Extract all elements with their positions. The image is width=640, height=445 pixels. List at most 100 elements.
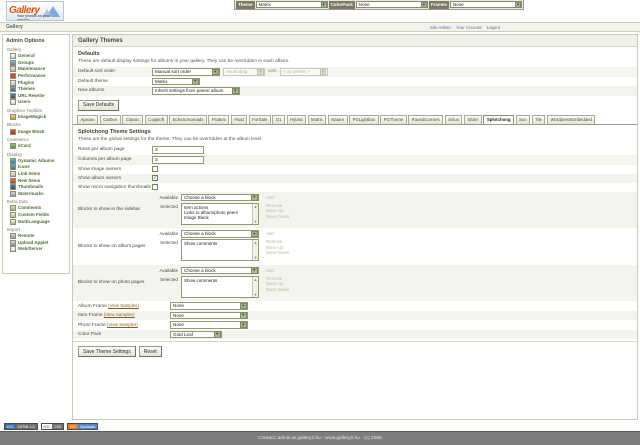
sidebar-item-url-rewrite[interactable]: URL Rewrite xyxy=(6,92,66,100)
scroll-up-icon[interactable]: ▲ xyxy=(253,276,258,282)
photo-add-button[interactable]: Add xyxy=(266,267,274,273)
sidebar-item-icons[interactable]: Icons xyxy=(6,164,66,171)
tab-roundcorners[interactable]: RoundCorners xyxy=(408,114,444,124)
listbox-scrollbar[interactable]: ▲ ▼ xyxy=(252,276,258,297)
tab-ajaxian[interactable]: Ajaxian xyxy=(77,114,99,124)
sidebar-item-custom-fields[interactable]: Custom Fields xyxy=(6,211,66,219)
sidebar-item-users[interactable]: Users xyxy=(6,99,66,106)
sidebar-item-imagemagick[interactable]: ImageMagick xyxy=(6,114,66,121)
photo-selected-listbox[interactable]: Show comments ▲ ▼ xyxy=(181,275,259,298)
move-up-button[interactable]: Move Up xyxy=(266,208,284,213)
album-add-button[interactable]: Add xyxy=(266,231,274,236)
photo-frame-select[interactable]: None ▼ xyxy=(170,321,248,329)
scroll-down-icon[interactable]: ▼ xyxy=(253,291,258,297)
tab-eclecticnomads[interactable]: EclecticNomads xyxy=(169,114,207,124)
tab-pgtheme[interactable]: PGTheme xyxy=(380,114,407,124)
sidebar-item-maintenance[interactable]: Maintenance xyxy=(6,66,66,73)
move-up-button[interactable]: Move Up xyxy=(266,281,284,286)
item-frame-view-samples-link[interactable]: (View Samples) xyxy=(103,312,135,318)
move-down-button[interactable]: Move Down xyxy=(266,213,290,219)
default-theme-select[interactable]: Matrix ▼ xyxy=(152,77,200,85)
save-theme-settings-button[interactable]: Save Theme Settings xyxy=(78,346,136,357)
show-album-owners-checkbox[interactable]: ✓ xyxy=(152,174,158,181)
tab-slider[interactable]: Slider xyxy=(463,114,482,124)
sidebar-item-remote[interactable]: Remote xyxy=(6,233,66,240)
show-micro-nav-checkbox[interactable] xyxy=(152,184,158,190)
toolbar-colorpack-select[interactable]: None ▼ xyxy=(355,1,428,8)
css-validation-badge[interactable]: W3C CSS xyxy=(40,423,65,430)
link-your-account[interactable]: Your Account xyxy=(455,25,482,30)
tab-splotchong[interactable]: Splotchong xyxy=(483,114,515,124)
save-defaults-button[interactable]: Save Defaults xyxy=(78,99,120,111)
sidebar-selected-listbox[interactable]: Item actions Links to album/photo peers … xyxy=(181,202,259,225)
show-image-owners-checkbox[interactable] xyxy=(152,166,158,172)
tab-copploft[interactable]: Copploft xyxy=(144,114,168,124)
move-down-button[interactable]: Move Down xyxy=(266,286,290,292)
default-sort-order-select[interactable]: Manual sort order ▼ xyxy=(152,68,220,76)
album-frame-view-samples-link[interactable]: (View Samples) xyxy=(108,302,139,308)
sidebar-item-watermarks[interactable]: Watermarks xyxy=(6,190,66,198)
remove-button[interactable]: Remove xyxy=(266,275,283,281)
tab-carbon[interactable]: Carbon xyxy=(99,114,121,124)
color-pack-select[interactable]: Gold Leaf ▼ xyxy=(170,330,222,338)
sidebar-item-ecard[interactable]: eCard xyxy=(6,143,66,150)
photo-frame-view-samples-link[interactable]: (View Samples) xyxy=(107,321,138,327)
sidebar-item-performance[interactable]: Performance xyxy=(6,73,66,80)
sort-preset-select[interactable]: < no preset > ▼ xyxy=(279,68,328,76)
tab-floatrix[interactable]: Floatrix xyxy=(208,114,230,124)
list-item[interactable]: Show comments xyxy=(184,241,218,246)
tab-pglightbox[interactable]: PGLightbox xyxy=(349,114,379,124)
item-frame-select[interactable]: None ▼ xyxy=(170,311,248,319)
columns-per-page-input[interactable]: 3 xyxy=(152,155,204,164)
sidebar-item-thumbnails[interactable]: Thumbnails xyxy=(6,184,66,191)
tab-sun[interactable]: Sun xyxy=(515,114,531,124)
album-selected-listbox[interactable]: Show comments ▲ ▼ xyxy=(181,239,259,261)
album-frame-select[interactable]: None ▼ xyxy=(170,302,248,310)
move-down-button[interactable]: Move Down xyxy=(266,250,290,255)
tab-wordpressembedded[interactable]: WordpressEmbedded xyxy=(546,114,596,124)
list-item[interactable]: Image Block xyxy=(184,214,209,220)
album-available-select[interactable]: Choose a block ▼ xyxy=(181,230,259,238)
sidebar-add-button[interactable]: Add xyxy=(266,194,274,200)
photo-available-select[interactable]: Choose a block ▼ xyxy=(181,266,259,274)
sidebar-available-select[interactable]: Choose a block ▼ xyxy=(181,193,259,201)
toolbar-theme-select[interactable]: Matrix ▼ xyxy=(255,1,328,8)
sidebar-item-dynamic-albums[interactable]: Dynamic Albums xyxy=(6,157,66,165)
sort-direction-select[interactable]: Ascending ▼ xyxy=(223,68,265,76)
breadcrumb[interactable]: Gallery xyxy=(6,24,23,30)
sidebar-item-themes[interactable]: Themes xyxy=(6,86,66,93)
sidebar-item-image-block[interactable]: Image Block xyxy=(6,128,66,135)
toolbar-frames-select[interactable]: None ▼ xyxy=(449,1,522,8)
xhtml-validation-badge[interactable]: W3C XHTML 1.0 xyxy=(4,423,38,430)
sidebar-item-link-items[interactable]: Link Items xyxy=(6,171,66,178)
sidebar-item-general[interactable]: General xyxy=(6,53,66,60)
tab-fluid[interactable]: Fluid xyxy=(230,114,248,124)
scroll-down-icon[interactable]: ▼ xyxy=(253,255,258,260)
listbox-scrollbar[interactable]: ▲ ▼ xyxy=(252,203,258,224)
tab-forsale[interactable]: ForSale xyxy=(248,114,271,124)
move-up-button[interactable]: Move Up xyxy=(266,244,284,250)
reset-button[interactable]: Reset xyxy=(138,346,162,357)
tab-matrix[interactable]: Matrix xyxy=(307,114,327,124)
listbox-scrollbar[interactable]: ▲ ▼ xyxy=(252,240,258,260)
new-albums-select[interactable]: Inherit settings from parent album ▼ xyxy=(152,87,240,95)
tab-g1[interactable]: G1 xyxy=(272,114,286,124)
tab-nature[interactable]: Nature xyxy=(327,114,348,124)
sidebar-item-comments[interactable]: Comments xyxy=(6,205,66,212)
list-item[interactable]: Show comments xyxy=(184,277,218,283)
remove-button[interactable]: Remove xyxy=(266,239,283,244)
tab-sirius[interactable]: Sirius xyxy=(444,114,463,124)
scroll-up-icon[interactable]: ▲ xyxy=(253,203,258,209)
tab-classic[interactable]: Classic xyxy=(122,114,144,124)
sidebar-item-groups[interactable]: Groups xyxy=(6,59,66,67)
sidebar-item-upload-applet[interactable]: Upload Applet xyxy=(6,239,66,246)
sidebar-item-new-items[interactable]: New Items xyxy=(6,177,66,184)
list-item[interactable]: Links to album/photo peers xyxy=(184,209,239,215)
scroll-down-icon[interactable]: ▼ xyxy=(253,218,258,224)
sidebar-item-multilanguage[interactable]: MultiLanguage xyxy=(6,218,66,225)
rows-per-page-input[interactable]: 3 xyxy=(152,145,204,154)
list-item[interactable]: Item actions xyxy=(184,204,209,210)
scroll-up-icon[interactable]: ▲ xyxy=(253,240,258,245)
tab-tile[interactable]: Tile xyxy=(531,114,546,124)
link-logout[interactable]: Logout xyxy=(486,25,500,30)
